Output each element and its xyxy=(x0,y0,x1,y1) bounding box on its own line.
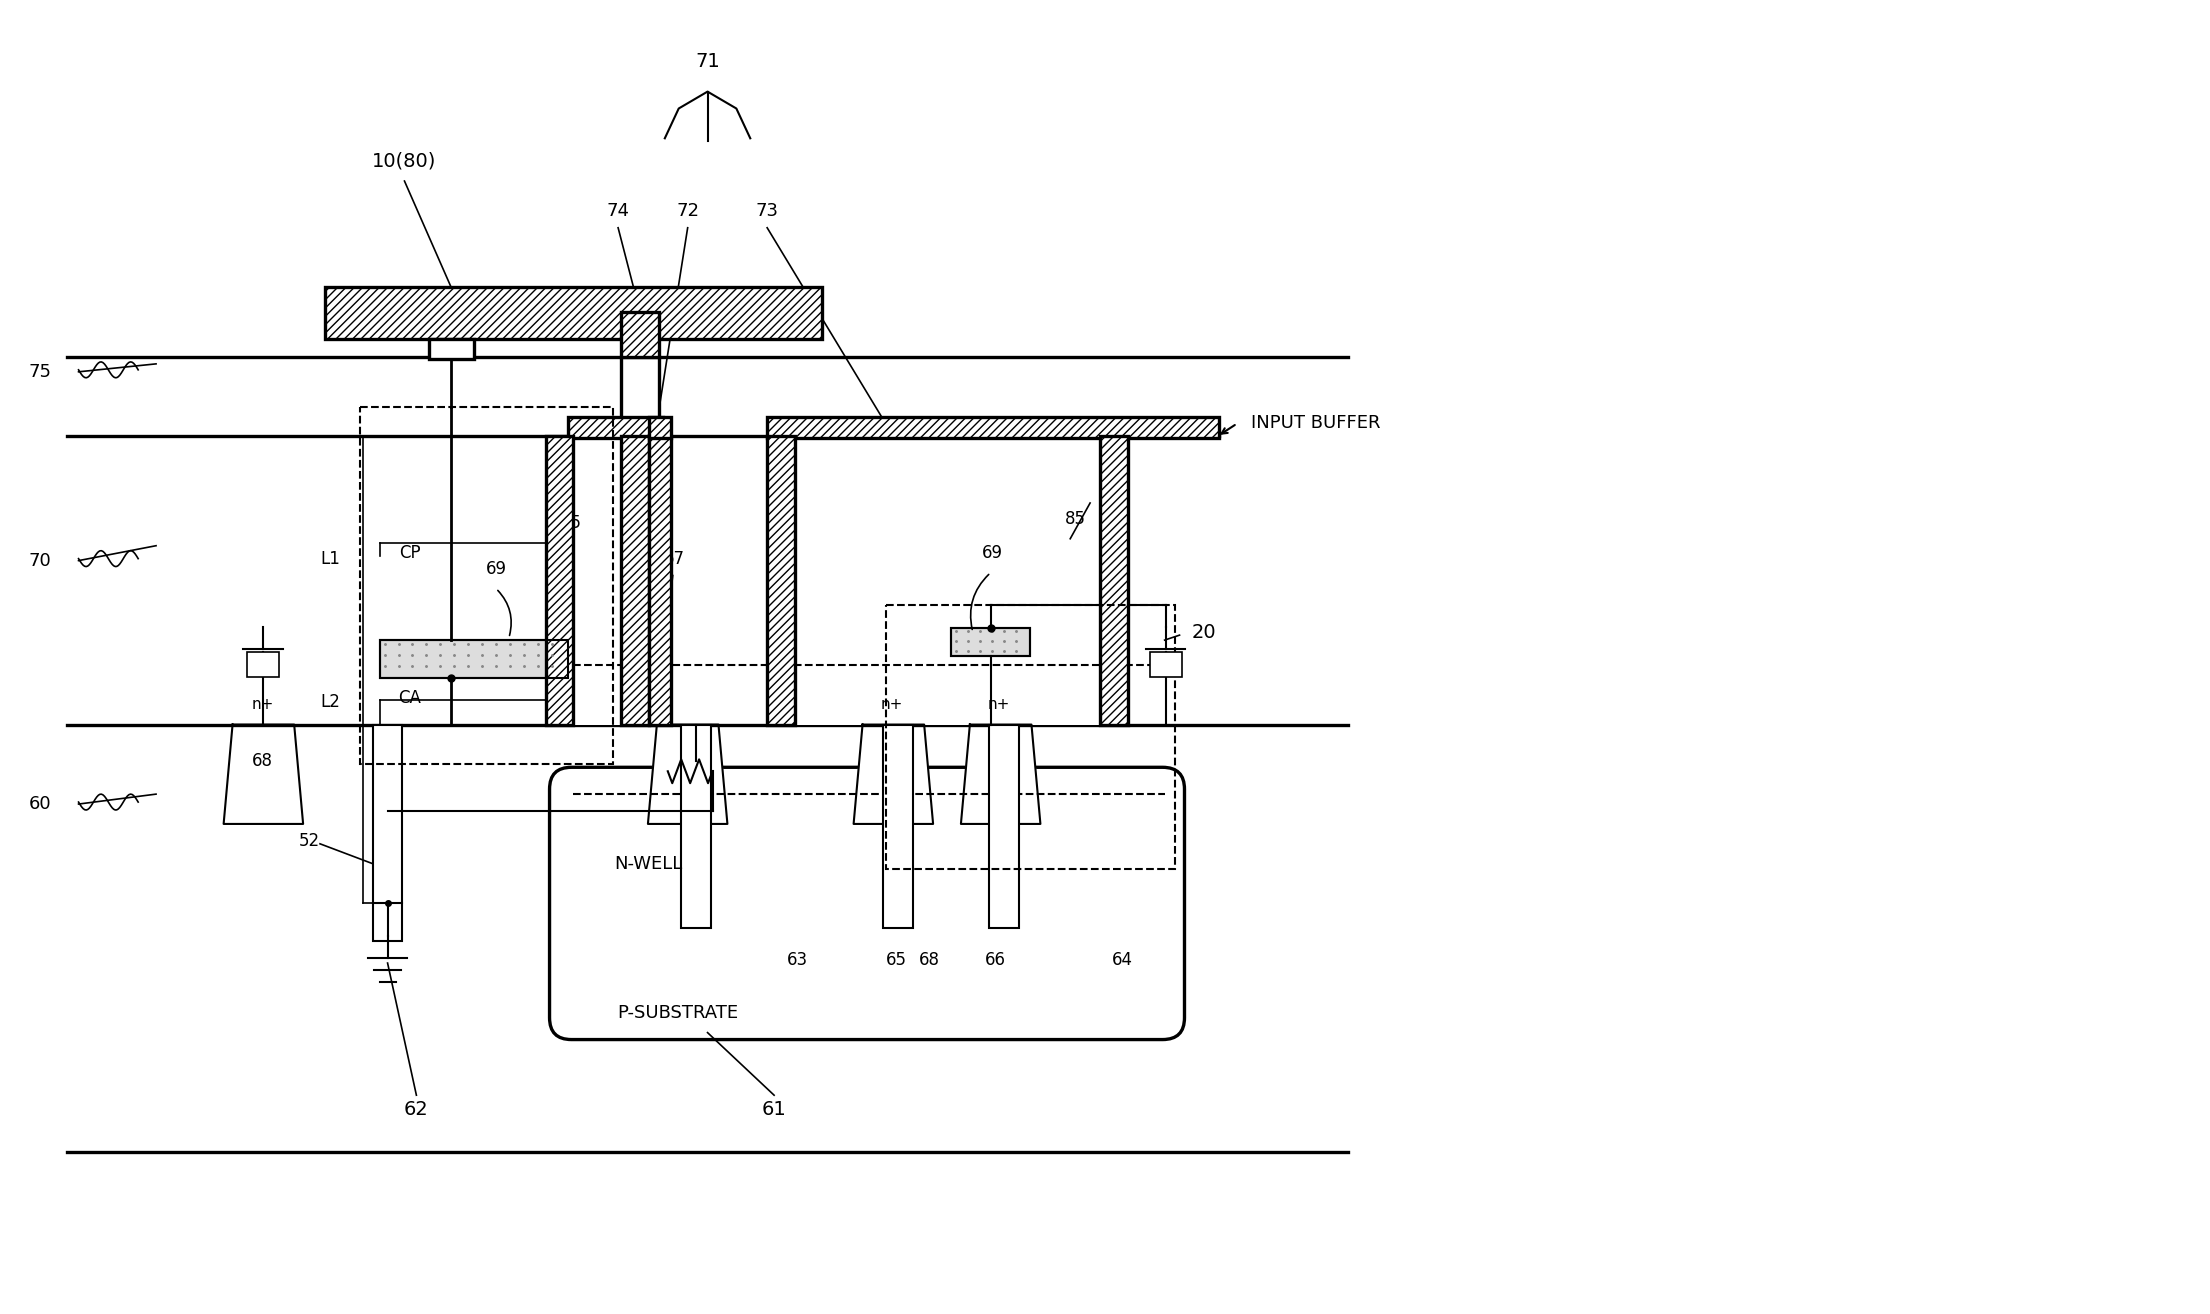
Text: 68: 68 xyxy=(919,951,939,968)
Bar xyxy=(767,436,796,724)
Text: CP: CP xyxy=(398,544,420,561)
Text: L2: L2 xyxy=(320,692,340,711)
Bar xyxy=(650,436,672,724)
Bar xyxy=(884,724,913,928)
Bar xyxy=(568,417,663,439)
Bar xyxy=(1101,436,1127,724)
Text: 62: 62 xyxy=(404,1100,429,1118)
Text: 75: 75 xyxy=(29,363,51,381)
Text: 63: 63 xyxy=(787,951,807,968)
Text: 69: 69 xyxy=(486,560,506,578)
Bar xyxy=(360,406,612,765)
Text: 72: 72 xyxy=(676,202,698,219)
Polygon shape xyxy=(853,724,933,824)
Bar xyxy=(988,724,1019,928)
Text: 85: 85 xyxy=(1065,510,1085,528)
Text: n+: n+ xyxy=(988,698,1010,712)
Text: 20: 20 xyxy=(1191,623,1218,641)
Text: n+: n+ xyxy=(880,698,902,712)
Bar xyxy=(380,640,568,678)
Bar xyxy=(621,436,650,724)
Text: 64: 64 xyxy=(1112,951,1132,968)
Bar xyxy=(650,417,672,439)
FancyBboxPatch shape xyxy=(550,767,1185,1039)
Text: 67: 67 xyxy=(665,549,685,568)
Bar xyxy=(950,628,1030,656)
Bar xyxy=(380,640,568,678)
Text: 73: 73 xyxy=(756,202,778,219)
Bar xyxy=(1149,652,1182,677)
Bar xyxy=(546,436,572,724)
Bar xyxy=(248,652,278,677)
Bar xyxy=(681,724,712,928)
Text: 85: 85 xyxy=(561,514,581,532)
Bar xyxy=(621,357,659,436)
Text: 60: 60 xyxy=(29,795,51,813)
Bar xyxy=(796,436,1101,724)
Text: 10(80): 10(80) xyxy=(371,151,438,171)
Polygon shape xyxy=(648,724,727,824)
Text: n+: n+ xyxy=(252,698,274,712)
Text: 71: 71 xyxy=(696,53,720,71)
Text: CA: CA xyxy=(398,689,420,707)
Bar xyxy=(621,313,659,357)
Text: 52: 52 xyxy=(298,832,320,850)
Bar xyxy=(373,724,402,941)
Text: 74: 74 xyxy=(606,202,630,219)
Bar xyxy=(572,436,621,724)
Text: 65: 65 xyxy=(886,951,906,968)
Text: 69: 69 xyxy=(981,544,1003,561)
Text: 68: 68 xyxy=(252,753,272,770)
Bar xyxy=(429,339,473,359)
Text: 66: 66 xyxy=(986,951,1006,968)
Text: L1: L1 xyxy=(320,549,340,568)
Bar xyxy=(950,628,1030,656)
Text: 61: 61 xyxy=(762,1100,787,1118)
Bar xyxy=(325,288,822,339)
Text: INPUT BUFFER: INPUT BUFFER xyxy=(1251,414,1381,432)
Polygon shape xyxy=(223,724,303,824)
Text: N-WELL: N-WELL xyxy=(614,854,683,872)
Text: 70: 70 xyxy=(29,552,51,569)
Polygon shape xyxy=(961,724,1041,824)
Text: P-SUBSTRATE: P-SUBSTRATE xyxy=(617,1004,738,1022)
Bar xyxy=(886,606,1174,869)
Bar xyxy=(767,417,1220,439)
